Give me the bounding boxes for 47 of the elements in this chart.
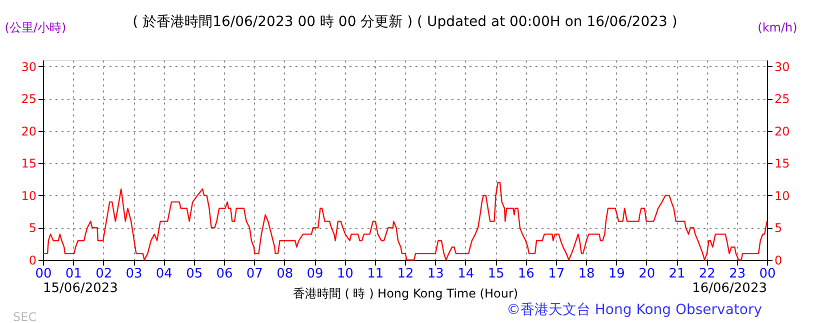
x-tick-label: 02: [96, 266, 112, 282]
x-tick-label: 07: [246, 266, 263, 282]
y2-tick-label: 5: [774, 221, 782, 236]
y-tick-label: 5: [28, 221, 36, 236]
x-tick-label: 22: [698, 266, 716, 282]
x-tick-label: 04: [156, 266, 172, 282]
y2-tick-label: 20: [774, 124, 790, 138]
x-tick-label: 01: [65, 266, 82, 282]
y2-tick-label: 0: [774, 254, 782, 268]
x-tick-label: 23: [729, 266, 746, 282]
y-tick-label: 15: [21, 156, 36, 171]
y2-tick-label: 10: [774, 188, 790, 203]
x-tick-label: 19: [608, 266, 625, 282]
x-tick-label: 11: [367, 266, 384, 282]
y-tick-label: 10: [21, 188, 36, 203]
x-tick-label: 14: [458, 266, 474, 282]
x-tick-label: 17: [548, 266, 565, 282]
y2-axis-title: (km/h): [758, 20, 798, 34]
x-tick-label: 03: [126, 266, 142, 282]
y-axis-title: (公里/小時): [4, 20, 66, 34]
x-axis-title: 香港時間 ( 時 ) Hong Kong Time (Hour): [292, 286, 518, 300]
y-tick-label: 0: [28, 254, 36, 268]
x-tick-label: 18: [578, 266, 595, 282]
y2-tick-label: 25: [774, 92, 790, 106]
x-tick-label: 09: [306, 266, 324, 282]
x-tick-label: 12: [397, 266, 414, 282]
x-tick-label: 00: [759, 266, 776, 282]
y2-tick-label: 15: [774, 156, 790, 171]
x-tick-label: 08: [276, 266, 294, 282]
x-tick-label: 13: [427, 266, 444, 282]
text: 16/06/2023: [692, 281, 767, 296]
x-tick-label: 21: [668, 266, 686, 282]
x-tick-label: 15: [488, 266, 504, 282]
y2-tick-label: 30: [774, 60, 790, 74]
x-tick-label: 06: [216, 266, 233, 282]
x-tick-label: 16: [518, 266, 534, 282]
x-tick-label: 00: [35, 266, 52, 282]
text: 15/06/2023: [43, 281, 118, 296]
text: ©香港天文台 Hong Kong Observatory: [506, 302, 762, 318]
chart-title: ( 於香港時間16/06/2023 00 時 00 分更新 ) ( Updated at 00:00H on 16/06/2023 ): [132, 14, 678, 30]
x-tick-label: 10: [336, 266, 354, 282]
text: SEC: [13, 310, 37, 323]
x-tick-label: 05: [186, 266, 203, 282]
y-tick-label: 20: [21, 124, 36, 138]
x-tick-label: 20: [638, 266, 656, 282]
y-tick-label: 30: [21, 60, 36, 74]
y-tick-label: 25: [21, 92, 36, 106]
